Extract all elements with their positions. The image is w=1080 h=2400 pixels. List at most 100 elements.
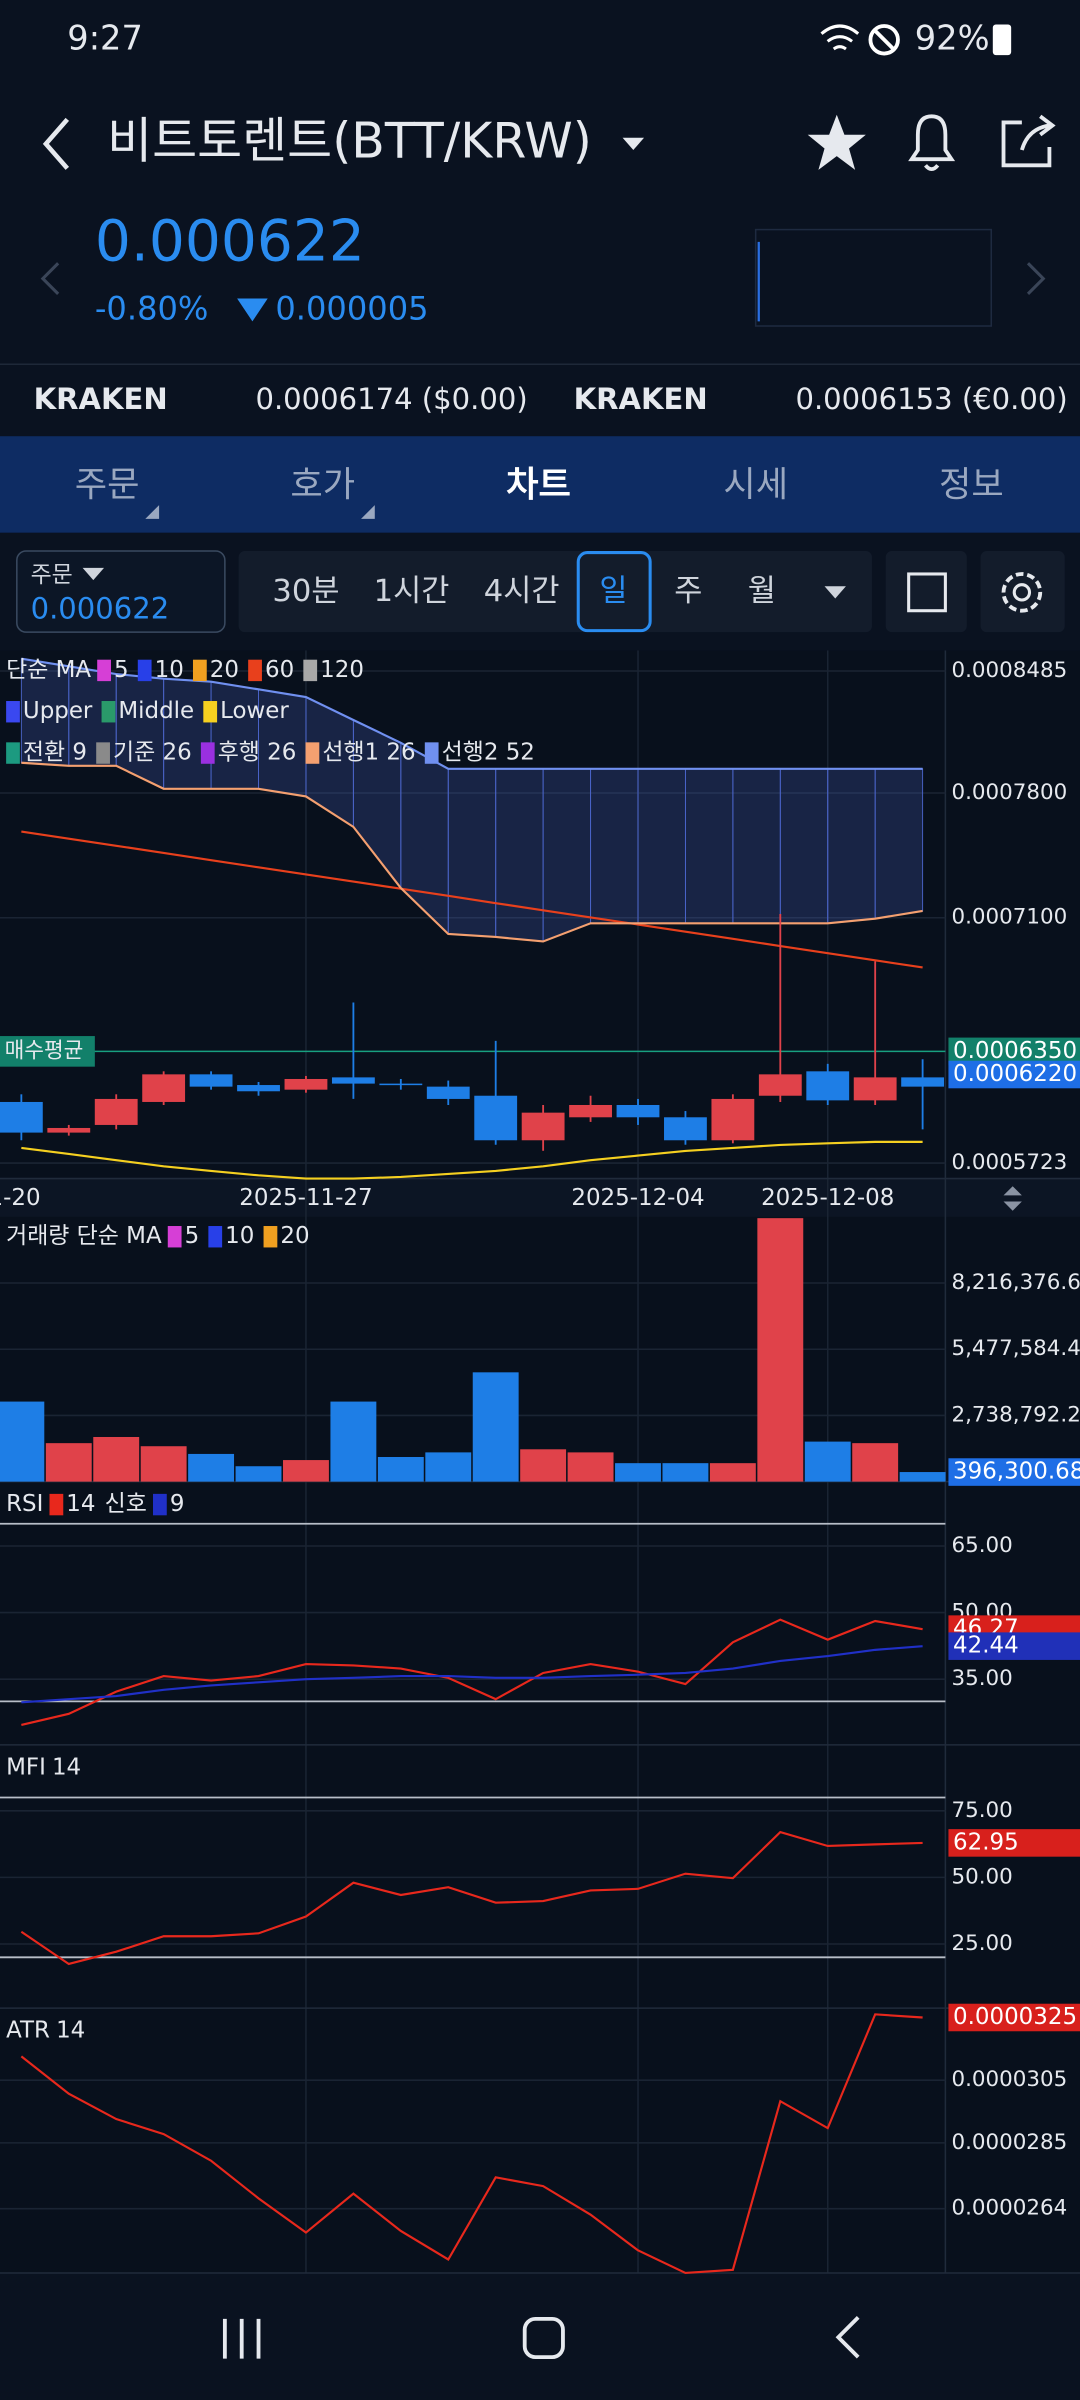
legend-title: 신호 (105, 1491, 147, 1517)
tab[interactable]: 차트 (506, 465, 571, 506)
y-tick-label: 25.00 (952, 1931, 1013, 1956)
legend-entry: 5 (114, 657, 129, 683)
interval-dropdown[interactable] (824, 586, 846, 599)
y-tick-label: 0.0000285 (952, 2130, 1068, 2155)
indicator-line (21, 761, 923, 943)
dnd-icon-slash (873, 29, 895, 51)
cloud-fill (874, 768, 924, 920)
interval-selected (576, 551, 652, 633)
legend-entry: 20 (210, 657, 239, 683)
tab-bar (0, 436, 1080, 533)
price-tag (948, 1458, 1080, 1486)
indicator-line (21, 830, 923, 969)
volume-bar (520, 1449, 567, 1482)
tab[interactable]: 호가 (290, 465, 355, 506)
legend-title: RSI (6, 1491, 43, 1517)
share-button[interactable] (1001, 114, 1056, 168)
candle-body (521, 1112, 565, 1141)
exchange-row: KRAKEN 0.0006174 ($0.00) KRAKEN 0.0006153 (… (34, 382, 1068, 416)
y-tick-label: 0.0008485 (952, 658, 1068, 683)
legend-entry: 10 (225, 1223, 254, 1249)
volume-bar (377, 1457, 424, 1482)
avg-label: 매수평균 (5, 1038, 84, 1063)
price-tag (948, 1829, 1080, 1857)
candle-body (758, 1074, 802, 1096)
legend-swatch (200, 742, 215, 764)
cloud-fill (827, 768, 876, 924)
alarm-button[interactable] (908, 114, 956, 172)
volume-bar (93, 1436, 140, 1482)
tab[interactable]: 시세 (723, 465, 788, 506)
volume-bar (235, 1466, 282, 1482)
nav-back[interactable] (835, 2315, 860, 2359)
order-dropdown[interactable] (82, 567, 105, 581)
legend-swatch (208, 1226, 223, 1248)
legend-entry: 5 (185, 1223, 200, 1249)
price-tag-label: 396,300.682 (953, 1459, 1080, 1485)
interval[interactable]: 30분 (272, 574, 339, 609)
legend-swatch (49, 1493, 64, 1516)
change-amount: 0.000005 (275, 290, 428, 328)
y-tick-label: 0.0000305 (952, 2067, 1068, 2092)
interval[interactable]: 1시간 (374, 574, 450, 609)
y-tick-label: 65.00 (952, 1533, 1013, 1558)
legend-entry: 14 (52, 1754, 81, 1780)
candle-body (569, 1104, 612, 1118)
back-button[interactable] (42, 117, 70, 170)
legend-swatch (153, 1493, 167, 1516)
candle-body (0, 1101, 43, 1133)
candle-body (711, 1098, 755, 1141)
cloud-fill (732, 768, 781, 924)
status-time: 9:27 (67, 18, 143, 57)
volume-bar (45, 1443, 92, 1482)
cloud-fill (163, 678, 212, 790)
tab[interactable]: 정보 (939, 465, 1004, 506)
legend-entry: 선행2 52 (442, 740, 535, 766)
y-tick-label: 0.0005723 (952, 1150, 1068, 1175)
cloud-fill (684, 768, 734, 924)
legend-swatch (101, 701, 116, 723)
prev-market[interactable] (40, 262, 60, 295)
next-market[interactable] (1026, 262, 1046, 295)
price-tag (948, 1632, 1080, 1660)
legend-swatch (248, 659, 262, 682)
exchange-name: KRAKEN (34, 382, 168, 416)
title-dropdown[interactable] (622, 137, 645, 150)
legend-entry: 기준 26 (113, 740, 192, 766)
indicator-line (21, 1140, 923, 1180)
legend-entry: 후행 26 (218, 740, 297, 766)
interval[interactable]: 주 (674, 574, 702, 609)
interval[interactable]: 월 (748, 574, 776, 609)
tabs: 주문 호가 차트 시세 정보 (75, 465, 1004, 519)
nav-recent[interactable] (222, 2318, 261, 2359)
price-tag (948, 1060, 1080, 1089)
candle-body (284, 1078, 328, 1090)
axis-resize[interactable] (1003, 1186, 1022, 1211)
volume-bar (283, 1460, 329, 1482)
volume-bar (804, 1441, 851, 1482)
indicator-line (21, 1645, 923, 1704)
y-tick-label: 0.0000264 (952, 2196, 1068, 2221)
market-title[interactable]: 비트토렌트(BTT/KRW) (107, 112, 592, 169)
volume-bar (757, 1218, 804, 1482)
order-price-box[interactable] (16, 550, 226, 633)
price-tag-label: 0.0006350 (953, 1038, 1077, 1064)
interval[interactable]: 4시간 (484, 574, 560, 609)
x-tick-label: 2025-11-27 (239, 1185, 372, 1211)
interval[interactable]: 일 (599, 574, 627, 609)
volume-bar (615, 1463, 661, 1482)
layout-button[interactable] (885, 551, 967, 633)
candle-body (901, 1077, 945, 1087)
indicator-line (20, 1830, 923, 1966)
nav-home[interactable] (522, 2316, 565, 2360)
candle-body (426, 1086, 470, 1099)
avg-label-box (0, 1036, 95, 1067)
settings-button[interactable] (980, 551, 1065, 633)
tab[interactable]: 주문 (75, 465, 140, 506)
cloud-fill (779, 768, 829, 924)
price-tag-label: 62.95 (953, 1829, 1019, 1855)
favorite-button[interactable] (807, 114, 866, 170)
indicator-line (21, 1618, 923, 1726)
volume-bar (0, 1401, 45, 1482)
volume-bar (899, 1472, 946, 1482)
